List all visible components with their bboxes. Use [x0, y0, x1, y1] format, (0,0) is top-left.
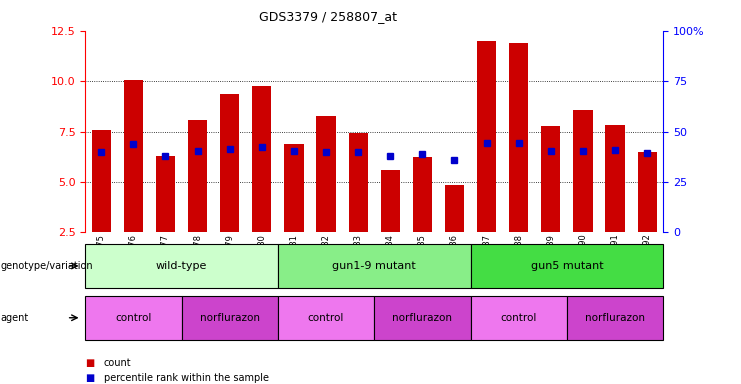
- Text: gun5 mutant: gun5 mutant: [531, 261, 603, 271]
- Text: control: control: [115, 313, 152, 323]
- Bar: [124, 80, 143, 232]
- Text: wild-type: wild-type: [156, 261, 207, 271]
- Text: agent: agent: [1, 313, 29, 323]
- Bar: [509, 43, 528, 232]
- Text: GDS3379 / 258807_at: GDS3379 / 258807_at: [259, 10, 396, 23]
- Bar: [220, 94, 239, 232]
- Text: percentile rank within the sample: percentile rank within the sample: [104, 373, 269, 383]
- Bar: [252, 86, 271, 232]
- Text: control: control: [500, 313, 537, 323]
- Bar: [92, 129, 111, 232]
- Bar: [605, 126, 625, 232]
- Bar: [477, 41, 496, 232]
- Bar: [285, 144, 304, 232]
- Text: norflurazon: norflurazon: [393, 313, 452, 323]
- Text: norflurazon: norflurazon: [585, 313, 645, 323]
- Text: control: control: [308, 313, 345, 323]
- Text: genotype/variation: genotype/variation: [1, 261, 93, 271]
- Bar: [316, 116, 336, 232]
- Text: norflurazon: norflurazon: [200, 313, 259, 323]
- Text: gun1-9 mutant: gun1-9 mutant: [332, 261, 416, 271]
- Text: ■: ■: [85, 358, 94, 368]
- Bar: [413, 157, 432, 232]
- Bar: [637, 152, 657, 232]
- Bar: [541, 126, 560, 232]
- Text: count: count: [104, 358, 131, 368]
- Bar: [188, 121, 207, 232]
- Bar: [381, 170, 400, 232]
- Bar: [574, 110, 593, 232]
- Bar: [445, 185, 464, 232]
- Bar: [348, 132, 368, 232]
- Bar: [156, 156, 175, 232]
- Text: ■: ■: [85, 373, 94, 383]
